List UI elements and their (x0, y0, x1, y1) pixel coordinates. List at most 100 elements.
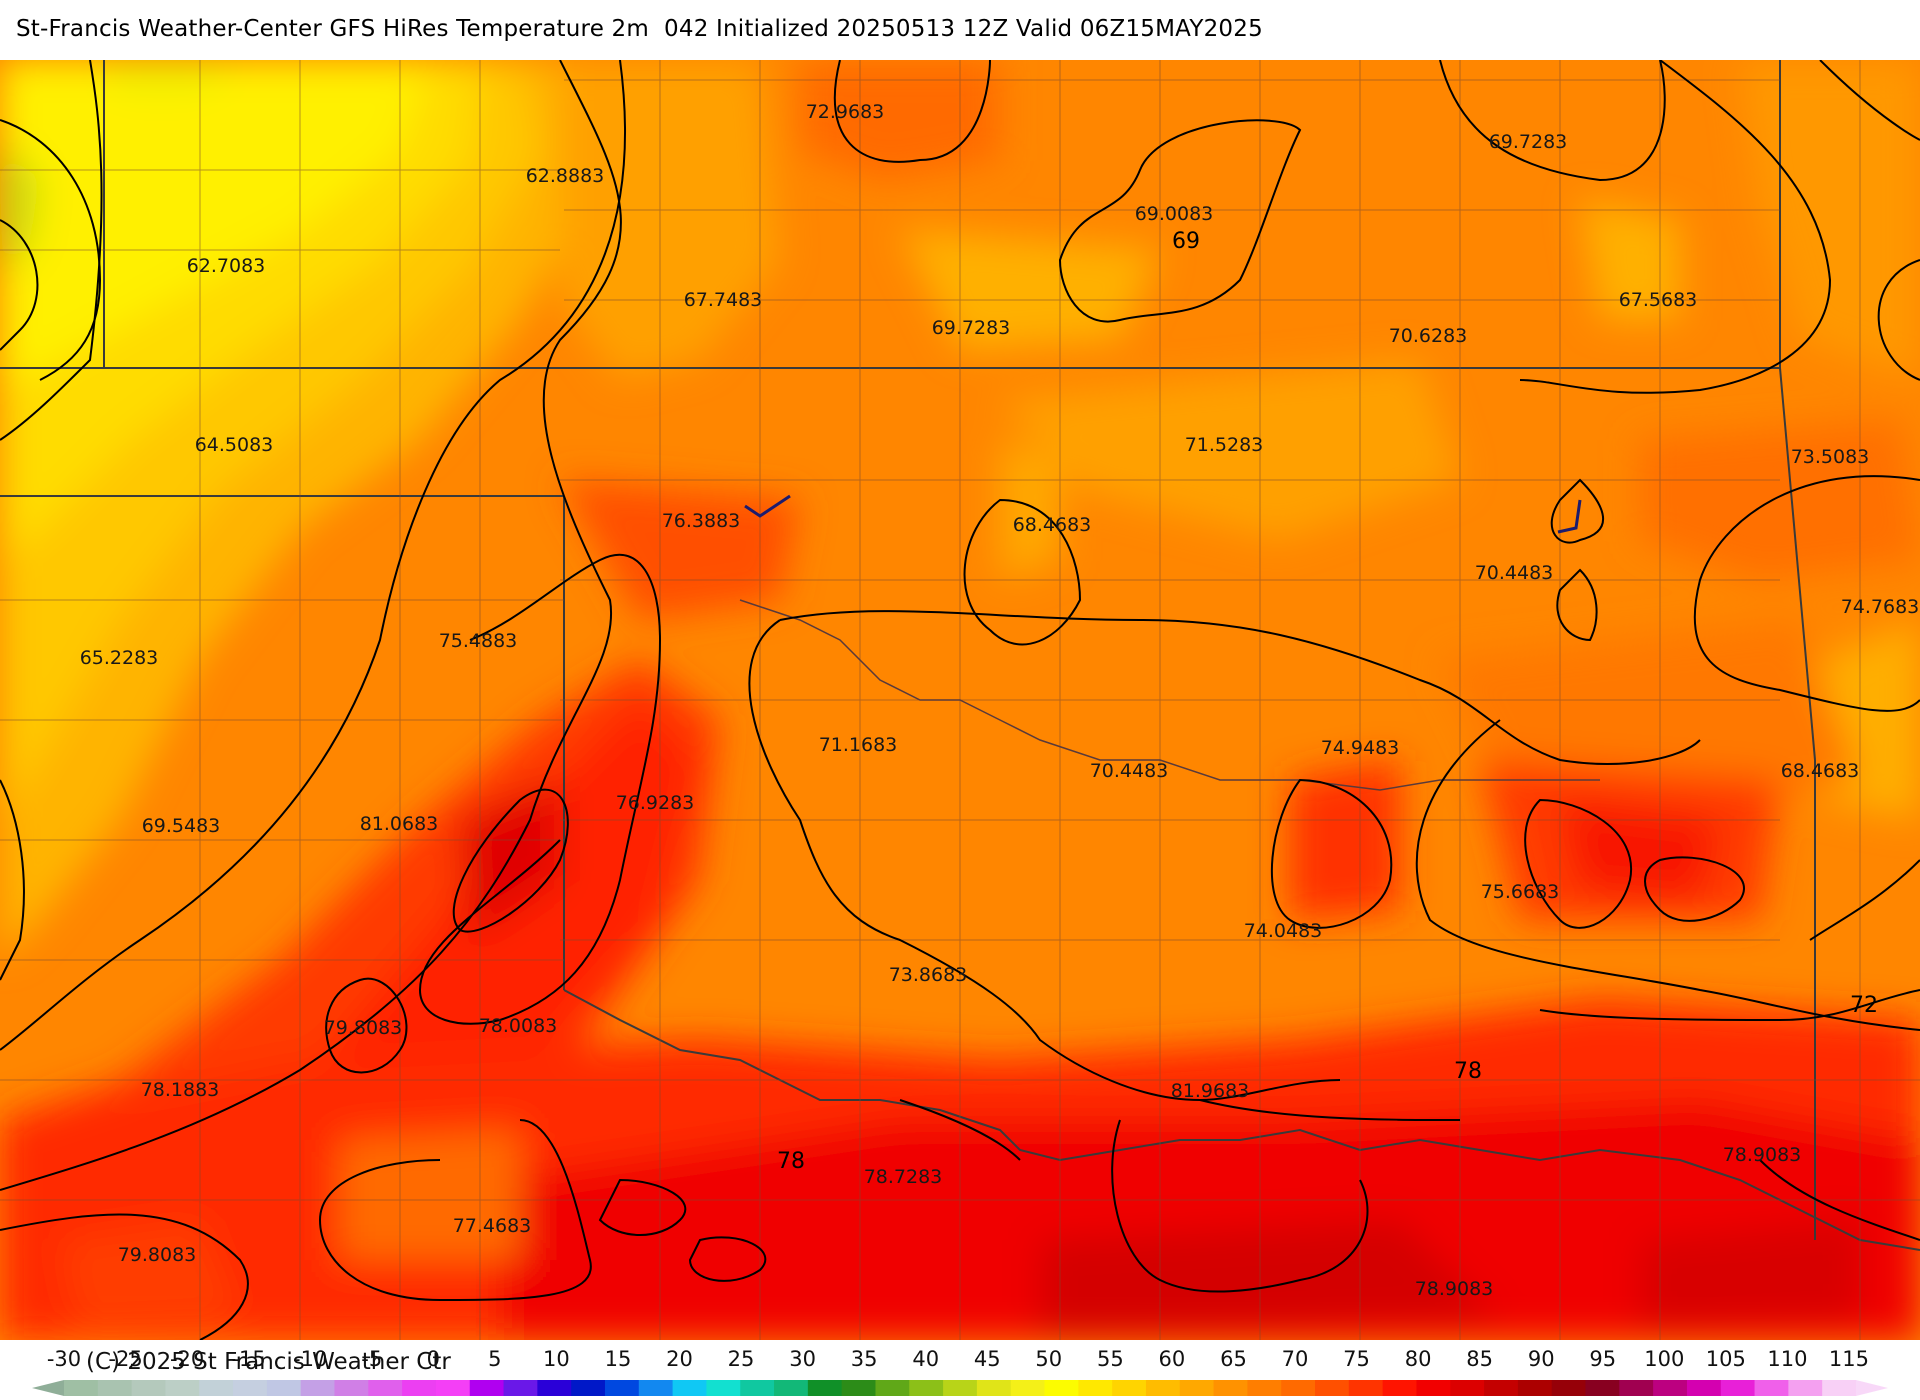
point-label: 70.6283 (1389, 325, 1468, 347)
colorbar-tick-label: 50 (1035, 1347, 1062, 1371)
colorbar-swatch (1179, 1380, 1215, 1396)
point-label: 71.5283 (1185, 434, 1264, 456)
colorbar-swatch (1822, 1380, 1857, 1396)
colorbar-swatch (672, 1380, 707, 1396)
point-label: 74.7683 (1841, 596, 1920, 618)
colorbar-swatch (740, 1380, 775, 1396)
colorbar-swatch (1720, 1380, 1756, 1396)
colorbar-swatch (1517, 1380, 1553, 1396)
point-label: 69.5483 (142, 815, 221, 837)
point-label: 78.1883 (141, 1079, 220, 1101)
colorbar-swatch (1653, 1380, 1688, 1396)
point-label: 74.9483 (1321, 737, 1400, 759)
point-label: 72.9683 (806, 101, 885, 123)
point-label: 62.8883 (526, 165, 605, 187)
contour-value-labels: 69 72 78 78 (777, 229, 1878, 1174)
colorbar-swatch (233, 1380, 268, 1396)
point-label: 73.8683 (889, 964, 968, 986)
map-title: St-Francis Weather-Center GFS HiRes Temp… (16, 16, 1263, 42)
colorbar-tick-label: 30 (789, 1347, 816, 1371)
colorbar-swatch (909, 1380, 944, 1396)
colorbar-tick-label: 55 (1097, 1347, 1124, 1371)
colorbar-swatch (1078, 1380, 1113, 1396)
colorbar-swatch (199, 1380, 234, 1396)
colorbar-swatch (1281, 1380, 1316, 1396)
colorbar-swatch (875, 1380, 910, 1396)
point-label: 76.9283 (616, 792, 695, 814)
point-label: 68.4683 (1013, 514, 1092, 536)
point-label: 69.7283 (932, 317, 1011, 339)
colorbar-swatch (1788, 1380, 1823, 1396)
point-label: 78.0083 (479, 1015, 558, 1037)
colorbar-tick-label: -5 (361, 1347, 382, 1371)
colorbar-tick-label: 0 (427, 1347, 440, 1371)
colorbar-swatch (97, 1380, 133, 1396)
point-label: 81.9683 (1171, 1080, 1250, 1102)
point-label: 78.9083 (1415, 1278, 1494, 1300)
point-label: 67.5683 (1619, 289, 1698, 311)
colorbar-swatch (571, 1380, 606, 1396)
colorbar-swatch (1551, 1380, 1587, 1396)
colorbar-swatch (1619, 1380, 1654, 1396)
temperature-map: 62.8883 72.9683 69.7283 62.7083 69.0083 … (0, 60, 1920, 1340)
colorbar-swatch (1450, 1380, 1485, 1396)
colorbar-swatch (300, 1380, 335, 1396)
contour-label: 78 (777, 1149, 805, 1174)
colorbar-swatch (1686, 1380, 1722, 1396)
contour-label: 69 (1172, 229, 1200, 254)
colorbar-swatch (1484, 1380, 1519, 1396)
colorbar-tick-label: 35 (851, 1347, 878, 1371)
temperature-colorbar: -30 -25 -20 -15 -10 -5 0 5 10 15 20 25 30 35 40 45 50 55 6… (0, 1336, 1920, 1400)
river (739, 599, 1600, 791)
point-label: 71.1683 (819, 734, 898, 756)
colorbar-right-arrow (1856, 1380, 1888, 1396)
colorbar-tick-label: 65 (1220, 1347, 1247, 1371)
colorbar-tick-label: 105 (1706, 1347, 1746, 1371)
colorbar-swatch (165, 1380, 200, 1396)
colorbar-tick-label: 115 (1829, 1347, 1869, 1371)
colorbar-swatch (402, 1380, 437, 1396)
colorbar-tick-label: 25 (728, 1347, 755, 1371)
colorbar-tick-label: 45 (974, 1347, 1001, 1371)
isotherm-contours (0, 60, 1920, 1340)
colorbar-swatch (1145, 1380, 1181, 1396)
point-label: 79.8083 (118, 1244, 197, 1266)
point-label: 69.7283 (1489, 131, 1568, 153)
point-label: 79.8083 (324, 1017, 403, 1039)
colorbar-tick-label: -20 (170, 1347, 204, 1371)
colorbar-tick-label: 95 (1589, 1347, 1616, 1371)
copyright-notice: (C) 2025 St Francis Weather Ctr (86, 1349, 451, 1375)
contour-label: 78 (1454, 1059, 1482, 1084)
point-label: 76.3883 (662, 510, 741, 532)
colorbar-swatch (841, 1380, 876, 1396)
colorbar-tick-label: 15 (605, 1347, 632, 1371)
colorbar-swatch (1348, 1380, 1384, 1396)
contour-label: 72 (1850, 993, 1878, 1018)
colorbar-tick-label: -30 (47, 1347, 81, 1371)
colorbar-swatch (1585, 1380, 1620, 1396)
colorbar-tick-label: 80 (1405, 1347, 1432, 1371)
point-label: 70.4483 (1090, 760, 1169, 782)
colorbar-swatch (266, 1380, 302, 1396)
colorbar-swatch (435, 1380, 471, 1396)
colorbar-swatch (131, 1380, 166, 1396)
point-label: 75.4883 (439, 630, 518, 652)
colorbar-tick-label: -15 (231, 1347, 265, 1371)
colorbar-swatch (503, 1380, 538, 1396)
colorbar-swatch (368, 1380, 403, 1396)
colorbar-tick-label: 5 (488, 1347, 501, 1371)
point-value-labels: 62.8883 72.9683 69.7283 62.7083 69.0083 … (80, 101, 1920, 1300)
colorbar-tick-label: 100 (1644, 1347, 1684, 1371)
colorbar-tick-label: 20 (666, 1347, 693, 1371)
colorbar-swatch (64, 1380, 99, 1396)
point-label: 75.6683 (1481, 881, 1560, 903)
colorbar-tick-label: 85 (1466, 1347, 1493, 1371)
colorbar-swatch (638, 1380, 674, 1396)
colorbar-tick-label: 10 (543, 1347, 570, 1371)
colorbar-swatch (807, 1380, 843, 1396)
colorbar-swatch (1382, 1380, 1417, 1396)
point-label: 77.4683 (453, 1215, 532, 1237)
point-label: 64.5083 (195, 434, 274, 456)
point-label: 81.0683 (360, 813, 439, 835)
colorbar-swatch (469, 1380, 505, 1396)
